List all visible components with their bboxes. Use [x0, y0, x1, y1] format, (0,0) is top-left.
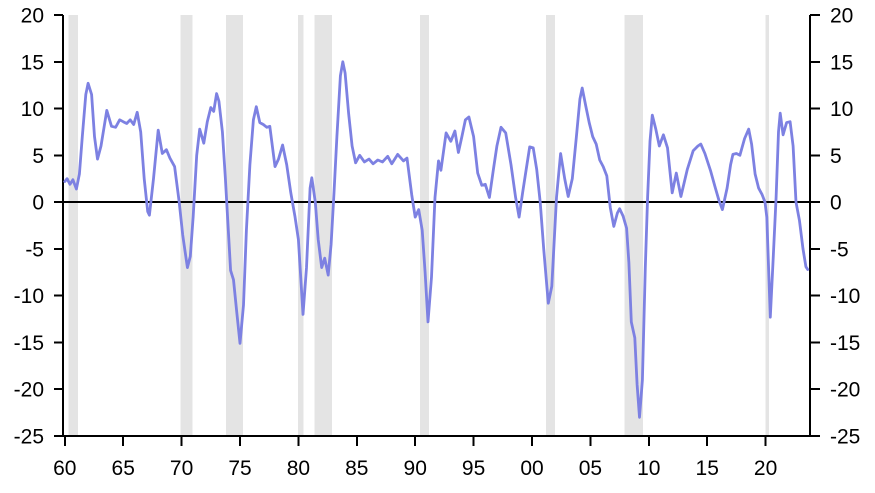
x-axis-tick-label: 85 — [345, 457, 368, 480]
x-axis-tick-label: 75 — [228, 457, 251, 480]
y-axis-tick-label-left: -20 — [14, 379, 44, 402]
y-axis-tick-label-left: 10 — [21, 98, 44, 121]
x-axis-tick-label: 10 — [637, 457, 660, 480]
y-axis-tick-label-right: 15 — [830, 51, 853, 74]
y-axis-tick-label-right: 0 — [830, 192, 842, 215]
x-axis-tick-label: 90 — [404, 457, 427, 480]
x-axis-tick-label: 80 — [287, 457, 310, 480]
y-axis-tick-label-left: 15 — [21, 51, 44, 74]
x-axis-tick-label: 05 — [579, 457, 602, 480]
y-axis-tick-label-right: 5 — [830, 145, 842, 168]
y-axis-tick-label-right: -10 — [830, 285, 860, 308]
y-axis-tick-label-left: -5 — [25, 238, 44, 261]
recession-band — [314, 15, 333, 436]
recession-band — [624, 15, 643, 436]
y-axis-tick-label-right: -15 — [830, 332, 860, 355]
recession-band — [546, 15, 555, 436]
recession-band — [180, 15, 193, 436]
y-axis-tick-label-left: -25 — [14, 426, 44, 449]
recession-band — [68, 15, 79, 436]
x-axis-tick-label: 20 — [754, 457, 777, 480]
y-axis-tick-label-left: 20 — [21, 5, 44, 28]
y-axis-tick-label-left: -15 — [14, 332, 44, 355]
x-axis-tick-label: 00 — [520, 457, 543, 480]
x-axis-tick-label: 65 — [112, 457, 135, 480]
y-axis-tick-label-right: 20 — [830, 5, 853, 28]
x-axis-tick-label: 70 — [170, 457, 193, 480]
y-axis-tick-label-right: -20 — [830, 379, 860, 402]
recession-band — [419, 15, 430, 436]
y-axis-tick-label-left: 5 — [32, 145, 44, 168]
y-axis-tick-label-right: -5 — [830, 238, 849, 261]
y-axis-tick-label-left: -10 — [14, 285, 44, 308]
y-axis-tick-label-right: -25 — [830, 426, 860, 449]
x-axis-tick-label: 95 — [462, 457, 485, 480]
recession-band — [297, 15, 304, 436]
y-axis-tick-label-left: 0 — [32, 192, 44, 215]
x-axis-tick-label: 60 — [53, 457, 76, 480]
x-axis-tick-label: 15 — [696, 457, 719, 480]
y-axis-tick-label-right: 10 — [830, 98, 853, 121]
data-series-line — [63, 60, 810, 419]
